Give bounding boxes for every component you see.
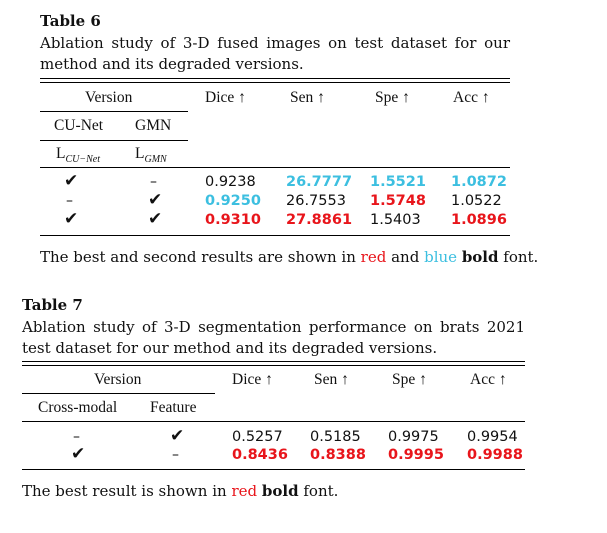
table6-header-cunet: CU-Net: [54, 117, 104, 134]
table6-row2-dice: 0.9250: [205, 193, 261, 209]
table7-header-version: Version: [94, 371, 142, 388]
table6-top-rule-2: [40, 82, 510, 83]
table7-row1-spe: 0.9975: [388, 429, 439, 445]
table7-header-feature: Feature: [150, 399, 197, 416]
table6-top-rule: [40, 78, 510, 79]
table7-header-dice: Dice ↑: [232, 371, 273, 388]
table7-version-rule: [22, 393, 215, 394]
table7-bottom-rule: [22, 469, 525, 470]
table7-header-spe: Spe ↑: [392, 371, 427, 388]
table7-row2-spe: 0.9995: [388, 447, 444, 463]
table6-row3-gmn: ✔: [148, 209, 163, 229]
table7-label: Table 7: [22, 296, 83, 314]
table6-loss-rule: [40, 140, 188, 141]
table7-top-rule-2: [22, 365, 525, 366]
table6-row2-acc: 1.0522: [451, 193, 502, 209]
table6-bottom-rule: [40, 235, 510, 236]
table7-caption: Ablation study of 3-D segmentation perfo…: [22, 318, 525, 357]
table6-row3-acc: 1.0896: [451, 212, 507, 228]
table6-header-dice: Dice ↑: [205, 89, 246, 106]
table7-header-sen: Sen ↑: [314, 371, 349, 388]
table7-row2-feature: –: [172, 447, 179, 463]
table6-loss-gmn: LGMN: [135, 145, 167, 165]
table6-header-spe: Spe ↑: [375, 89, 410, 106]
table7-header-acc: Acc ↑: [470, 371, 507, 388]
table7-row2-acc: 0.9988: [467, 447, 523, 463]
table7-top-rule: [22, 361, 525, 362]
table7-row2-sen: 0.8388: [310, 447, 366, 463]
table6-row3-cunet: ✔: [64, 209, 79, 229]
table6-row3-dice: 0.9310: [205, 212, 261, 228]
table6-row3-spe: 1.5403: [370, 212, 421, 228]
table6-row2-spe: 1.5748: [370, 193, 426, 209]
table6-header-sen: Sen ↑: [290, 89, 325, 106]
table6-row2-gmn: ✔: [148, 190, 163, 210]
table6-row3-sen: 27.8861: [286, 212, 353, 228]
table7-footnote: The best result is shown in red bold fon…: [22, 482, 339, 500]
table7-row1-acc: 0.9954: [467, 429, 518, 445]
table7-row1-dice: 0.5257: [232, 429, 283, 445]
table7-header-crossmodal: Cross-modal: [38, 399, 118, 416]
table6-caption: Ablation study of 3-D fused images on te…: [40, 34, 510, 73]
table6-label: Table 6: [40, 12, 101, 30]
table7-row1-sen: 0.5185: [310, 429, 361, 445]
table7-row2-crossmodal: ✔: [71, 444, 86, 464]
table6-mid-rule: [40, 167, 510, 168]
table6-loss-cunet: LCU−Net: [56, 145, 100, 165]
table6-row2-sen: 26.7553: [286, 193, 346, 209]
table6-row1-dice: 0.9238: [205, 174, 256, 190]
table6-version-rule: [40, 111, 188, 112]
table6-row1-gmn: –: [150, 174, 157, 190]
table6-row2-cunet: –: [66, 193, 73, 209]
table6-row1-spe: 1.5521: [370, 174, 426, 190]
table7-mid-rule: [22, 421, 525, 422]
table6-row1-acc: 1.0872: [451, 174, 507, 190]
table6-header-gmn: GMN: [135, 117, 172, 134]
table6-header-version: Version: [85, 89, 133, 106]
table6-row1-sen: 26.7777: [286, 174, 353, 190]
table7-row2-dice: 0.8436: [232, 447, 288, 463]
table7-row1-feature: ✔: [170, 426, 185, 446]
table6-footnote: The best and second results are shown in…: [40, 248, 539, 266]
table6-row1-cunet: ✔: [64, 171, 79, 191]
table6-header-acc: Acc ↑: [453, 89, 490, 106]
table7-row1-crossmodal: –: [73, 429, 80, 445]
